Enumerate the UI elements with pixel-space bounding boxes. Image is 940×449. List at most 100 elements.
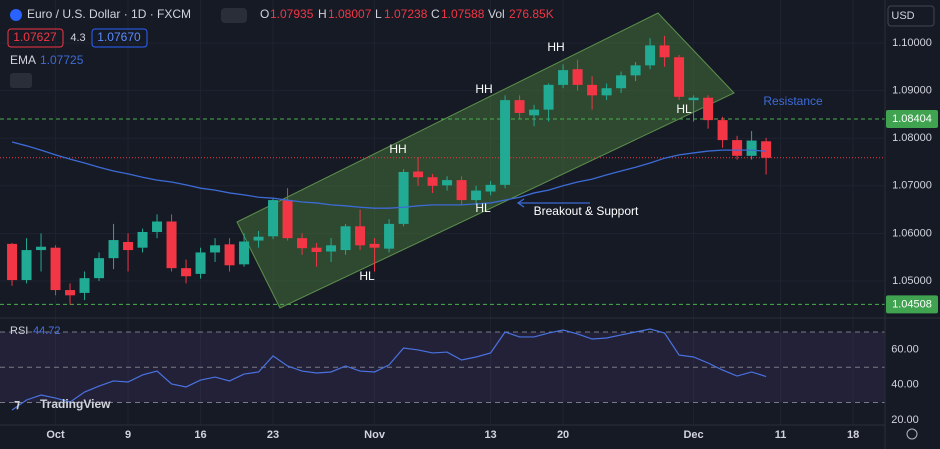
annotation: HL — [475, 201, 491, 215]
bid[interactable]: 1.07627 — [13, 30, 57, 44]
y-tick-label: 1.06000 — [892, 227, 932, 239]
candle-body — [630, 65, 641, 76]
candle-body — [108, 240, 119, 259]
ema-value: 1.07725 — [40, 53, 84, 67]
brand-logo: ⁊ — [14, 397, 20, 411]
candle-body — [239, 241, 250, 265]
candle-body — [485, 184, 496, 192]
candle-body — [717, 120, 728, 141]
candle-body — [746, 140, 757, 156]
symbol[interactable]: Euro / U.S. Dollar · 1D · FXCM — [27, 7, 191, 21]
symbol-icon — [10, 9, 22, 21]
candle-body — [674, 57, 685, 97]
candle-body — [558, 70, 569, 85]
x-tick-label: Nov — [364, 429, 386, 441]
toggle[interactable] — [221, 8, 247, 23]
sell-box[interactable] — [7, 28, 64, 48]
candle-body — [398, 171, 409, 224]
candle-body — [355, 226, 366, 246]
y-tick-label: 1.09000 — [892, 84, 932, 96]
candle-body — [21, 250, 32, 281]
candle-body — [340, 226, 351, 251]
candle-body — [268, 200, 279, 237]
brand: TradingView — [40, 397, 111, 411]
currency-box[interactable] — [887, 5, 935, 27]
level-label: 1.08404 — [892, 113, 932, 125]
candle-body — [514, 100, 525, 113]
candle-body — [601, 88, 612, 96]
rsi-tick-label: 20.00 — [891, 414, 919, 426]
candle-body — [659, 45, 670, 58]
y-tick-label: 1.08000 — [892, 132, 932, 144]
candle-body — [456, 180, 467, 201]
settings-icon[interactable] — [906, 428, 918, 440]
candle-body — [65, 290, 76, 296]
candle-body — [732, 140, 743, 156]
level-label: 1.04508 — [892, 298, 932, 310]
rsi-tick-label: 40.00 — [891, 379, 919, 391]
o-value: 1.07935 — [270, 7, 314, 21]
candle-body — [616, 75, 627, 89]
candle-body — [326, 245, 337, 252]
candle-body — [587, 84, 598, 96]
candle-body — [442, 180, 453, 186]
candle-body — [471, 190, 482, 201]
candle-body — [572, 69, 583, 85]
candle-body — [79, 278, 90, 293]
candle-body — [137, 231, 148, 248]
candle-body — [282, 200, 293, 239]
annotation: HH — [475, 82, 492, 96]
x-tick-label: 11 — [775, 429, 787, 441]
currency[interactable]: USD — [891, 10, 914, 22]
rsi-label: RSI — [10, 325, 28, 337]
collapse-button[interactable] — [10, 73, 32, 88]
ema-line — [11, 141, 767, 209]
candle-body — [50, 247, 61, 291]
c-label: C — [431, 7, 440, 21]
o-label: O — [260, 7, 269, 21]
y-tick-label: 1.05000 — [892, 275, 932, 287]
c-value: 1.07588 — [441, 7, 485, 21]
x-tick-label: 16 — [194, 429, 206, 441]
candle-body — [7, 243, 18, 281]
spread: 4.3 — [70, 32, 85, 44]
arrow-head — [516, 198, 525, 208]
candle-body — [645, 45, 656, 66]
l-value: 1.07238 — [384, 7, 428, 21]
vol-label: Vol — [488, 7, 505, 21]
x-tick-label: 9 — [125, 429, 131, 441]
x-tick-label: Dec — [683, 429, 703, 441]
candle-body — [761, 141, 772, 158]
candle-body — [688, 97, 699, 101]
l-label: L — [375, 7, 382, 21]
buy-box[interactable] — [91, 28, 148, 48]
annotation: HL — [359, 269, 375, 283]
level-tag — [886, 295, 938, 314]
candle-body — [181, 268, 192, 277]
ask[interactable]: 1.07670 — [97, 30, 141, 44]
annotation: HH — [389, 142, 406, 156]
h-value: 1.08007 — [328, 7, 372, 21]
h-label: H — [318, 7, 327, 21]
annotation: Resistance — [763, 94, 823, 108]
candle-body — [543, 84, 554, 110]
candle-body — [413, 171, 424, 178]
candle-body — [166, 221, 177, 269]
candle-body — [529, 109, 540, 116]
candle-body — [94, 258, 105, 279]
candle-body — [36, 246, 47, 251]
level-tag — [886, 109, 938, 128]
ema-label: EMA — [10, 53, 36, 67]
y-tick-label: 1.10000 — [892, 37, 932, 49]
x-tick-label: 23 — [267, 429, 279, 441]
candle-body — [224, 244, 235, 266]
candle-body — [297, 238, 308, 249]
vol-value: 276.85K — [509, 7, 554, 21]
annotation: HL — [676, 102, 692, 116]
x-tick-label: Oct — [46, 429, 65, 441]
annotation: Breakout & Support — [534, 204, 639, 218]
candle-body — [500, 100, 511, 185]
rsi-value: 44.72 — [33, 325, 61, 337]
y-tick-label: 1.07000 — [892, 180, 932, 192]
